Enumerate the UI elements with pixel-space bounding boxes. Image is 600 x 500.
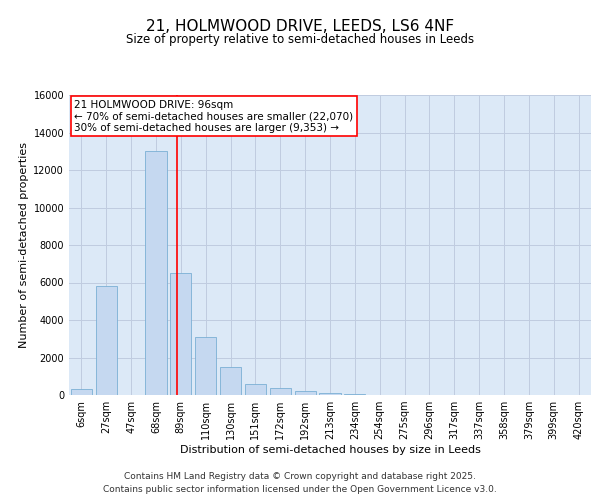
- Text: 21, HOLMWOOD DRIVE, LEEDS, LS6 4NF: 21, HOLMWOOD DRIVE, LEEDS, LS6 4NF: [146, 19, 454, 34]
- Bar: [270, 388, 291, 395]
- Bar: [319, 393, 341, 395]
- Bar: [170, 273, 191, 395]
- Text: 21 HOLMWOOD DRIVE: 96sqm
← 70% of semi-detached houses are smaller (22,070)
30% : 21 HOLMWOOD DRIVE: 96sqm ← 70% of semi-d…: [74, 100, 353, 132]
- Bar: [245, 384, 266, 395]
- Text: Size of property relative to semi-detached houses in Leeds: Size of property relative to semi-detach…: [126, 33, 474, 46]
- X-axis label: Distribution of semi-detached houses by size in Leeds: Distribution of semi-detached houses by …: [179, 445, 481, 455]
- Bar: [195, 337, 216, 395]
- Text: Contains HM Land Registry data © Crown copyright and database right 2025.: Contains HM Land Registry data © Crown c…: [124, 472, 476, 481]
- Bar: [295, 391, 316, 395]
- Bar: [220, 367, 241, 395]
- Bar: [344, 394, 365, 395]
- Y-axis label: Number of semi-detached properties: Number of semi-detached properties: [19, 142, 29, 348]
- Bar: [71, 390, 92, 395]
- Bar: [96, 286, 117, 395]
- Bar: [145, 152, 167, 395]
- Text: Contains public sector information licensed under the Open Government Licence v3: Contains public sector information licen…: [103, 485, 497, 494]
